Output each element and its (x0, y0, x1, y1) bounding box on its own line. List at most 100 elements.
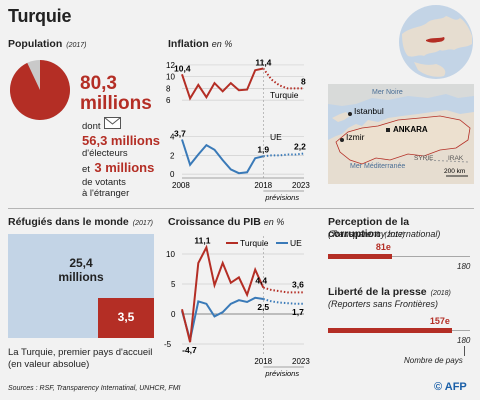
refugies-caption2: (en valeur absolue) (8, 359, 90, 370)
population-pie (9, 60, 71, 120)
pib-tr-label: -4,7 (182, 345, 197, 355)
pib-tr-label: 11,1 (194, 235, 210, 245)
ankara-marker (386, 128, 390, 132)
pie-slice-voters (9, 60, 71, 120)
voters-text: d'électeurs (82, 148, 128, 159)
et-label: et (82, 164, 90, 175)
inflation-tr-tick: 12 (166, 61, 175, 70)
pib-ue-forecast-line (263, 298, 304, 305)
refugies-world-unit: millions (58, 270, 104, 284)
refugies-world-value: 25,4 millions (8, 256, 154, 284)
population-heading: Population (2017) (8, 38, 86, 50)
inflation-x-tick: 2023 (292, 181, 310, 190)
corruption-source: (Transparency International) (328, 229, 441, 239)
pib-tr-label: 3,6 (292, 279, 304, 289)
pib-ue-line (181, 296, 264, 341)
divider (8, 208, 474, 209)
population-unit: millions (80, 93, 152, 114)
inflation-legend-turquie: Turquie (270, 90, 299, 100)
corruption-label: Perception de la corruption (328, 216, 410, 240)
inflation-heading: Inflation en % (168, 38, 232, 50)
nombre-pays-label: Nombre de pays (404, 356, 463, 365)
pib-legend-turquie: Turquie (240, 238, 269, 248)
presse-source: (Reporters sans Frontières) (328, 299, 439, 309)
pib-ue-label: 2,5 (257, 302, 269, 312)
globe-icon (399, 5, 473, 79)
inflation-x-tick: 2018 (254, 181, 272, 190)
pib-x-tick: 2018 (254, 357, 272, 366)
voters-value: 56,3 millions (82, 133, 161, 148)
inflation-ue-tick: 4 (170, 133, 175, 142)
refugies-label: Réfugiés dans le monde (8, 216, 129, 228)
pib-turquie-line (181, 244, 265, 343)
izmir-dot (340, 138, 344, 142)
page-title: Turquie (8, 6, 72, 26)
inflation-ue-label: 1,9 (257, 144, 269, 154)
pib-ue-label: 1,7 (292, 307, 304, 317)
voters-block: 56,3 millions d'électeurs et 3 millions … (82, 133, 182, 199)
map-scale: 200 km (444, 168, 465, 175)
inflation-tr-label: 8 (301, 76, 306, 86)
turkey-map: Istanbul ANKARA Izmir Mer Noire Mer Médi… (328, 84, 474, 184)
pib-label: Croissance du PIB (168, 216, 261, 228)
inflation-turquie-line (181, 67, 264, 101)
refugies-caption1: La Turquie, premier pays d'accueil (8, 347, 153, 358)
pib-turquie-forecast-line (263, 286, 304, 294)
refugies-year: (2017) (132, 220, 154, 227)
pib-tick: 5 (171, 280, 176, 289)
abroad-text1: de votants (82, 177, 126, 188)
inflation-tr-tick: 10 (166, 73, 175, 82)
population-label: Population (8, 38, 63, 50)
inflation-ue-tick: 2 (170, 151, 175, 160)
inflation-tr-label: 10,4 (174, 63, 191, 73)
pib-previsions: prévisions (264, 369, 299, 378)
inflation-label: Inflation (168, 38, 209, 50)
corruption-rank: 81e (375, 242, 391, 252)
istanbul-dot (348, 112, 352, 116)
abroad-text2: à l'étranger (82, 188, 130, 199)
population-year: (2017) (66, 42, 87, 49)
inflation-x-tick: 2008 (172, 181, 190, 190)
refugies-turkey-box (98, 298, 154, 338)
refugies-caption: La Turquie, premier pays d'accueil (en v… (8, 347, 152, 371)
presse-rank: 157e (429, 316, 450, 326)
pib-tr-label: 4,4 (255, 276, 267, 286)
inflation-tr-tick: 6 (166, 96, 171, 105)
pib-chart: 10 5 0 -5 Turquie UE 11,1 4,4 3,6 -4,7 2,5 1,7 2018 2… (164, 235, 310, 378)
inflation-tr-tick: 8 (166, 84, 171, 93)
sea-north-label: Mer Noire (372, 89, 403, 96)
envelope-icon (104, 117, 121, 129)
presse-bar (328, 328, 452, 333)
corruption-heading: Perception de la corruption (2017) (328, 216, 480, 240)
presse-label: Liberté de la presse (328, 286, 427, 298)
sea-south-label: Mer Méditerranée (350, 163, 405, 170)
pib-unit: en % (263, 217, 285, 227)
inflation-chart: 12 10 8 6 4 2 0 10,4 11,4 8 3,7 1,9 2,2 Turquie UE 2008… (166, 57, 310, 202)
corruption-track (328, 256, 470, 257)
inflation-ue-line (181, 139, 264, 175)
nombre-pays-pointer (464, 346, 465, 356)
population-value: 80,3 millions (80, 74, 152, 114)
population-number: 80,3 (80, 73, 117, 94)
izmir-label: Izmir (346, 132, 365, 142)
corruption-bar (328, 254, 392, 259)
pib-x-tick: 2023 (292, 357, 310, 366)
presse-heading: Liberté de la presse (2018) (328, 286, 451, 298)
inflation-tr-label: 11,4 (255, 57, 271, 67)
syria-label: SYRIE (414, 155, 434, 162)
refugies-heading: Réfugiés dans le monde (2017) (8, 216, 153, 228)
inflation-ue-tick: 0 (170, 170, 175, 179)
afp-logo: © AFP (434, 381, 467, 393)
inflation-legend-ue: UE (270, 132, 282, 142)
presse-year: (2018) (430, 290, 451, 297)
pib-heading: Croissance du PIB en % (168, 216, 284, 228)
corruption-year: (2017) (384, 232, 405, 239)
ankara-label: ANKARA (393, 125, 428, 134)
corruption-total: 180 (457, 262, 471, 271)
pib-legend-ue: UE (290, 238, 302, 248)
presse-total: 180 (457, 336, 471, 345)
pib-tick: -5 (164, 340, 172, 349)
dont-label: dont (82, 121, 101, 132)
abroad-value: 3 millions (94, 160, 155, 175)
iraq-label: IRAK (448, 155, 464, 162)
